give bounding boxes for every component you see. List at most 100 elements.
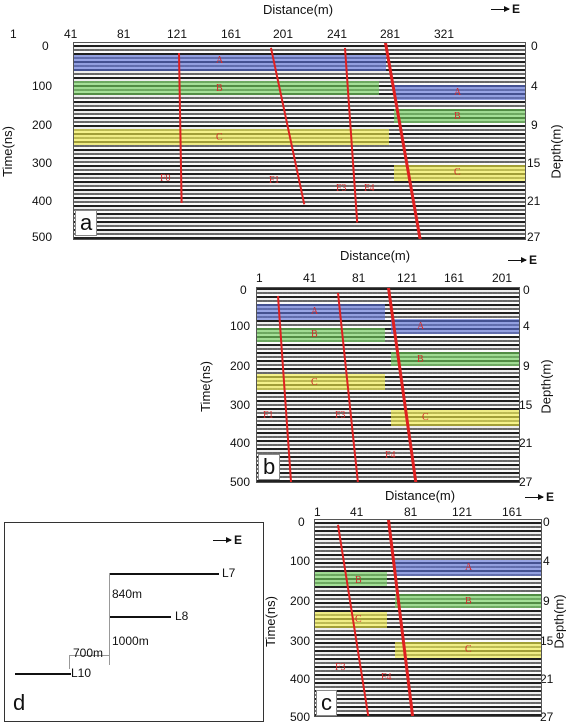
- spacing-label: 700m: [73, 646, 104, 660]
- panel-a-layer-label: B: [454, 111, 461, 122]
- panel-b-letter: b: [258, 454, 281, 481]
- panel-c-fault-label: F4: [381, 672, 392, 683]
- survey-line-label: L7: [222, 566, 236, 580]
- panel-a-layer-b-right: [394, 109, 525, 123]
- panel-a-layer-label: C: [216, 132, 223, 143]
- panel-a-layer-label: C: [454, 167, 461, 178]
- panel-b-fault-label: F4: [385, 450, 396, 461]
- panel-d-east-arrow: E: [213, 533, 242, 547]
- panel-c-layer-a-right: [395, 560, 541, 576]
- panel-c-xtick: 41: [350, 505, 364, 519]
- panel-c-layer-label: C: [355, 614, 362, 625]
- panel-a-xtick: 121: [167, 27, 188, 41]
- panel-a-xaxis-title: Distance(m): [263, 2, 334, 17]
- panel-a-depth-title: Depth(m): [548, 124, 564, 179]
- panel-a-depth-tick: 0: [531, 39, 538, 53]
- panel-c-depth-tick: 15: [540, 634, 554, 648]
- panel-a-east-arrow: E: [491, 2, 520, 16]
- panel-c-east-arrow: E: [525, 490, 554, 504]
- panel-a-time-tick: 0: [42, 39, 49, 53]
- panel-a-east-label: E: [512, 2, 521, 16]
- panel-b-layer-label: B: [417, 354, 424, 365]
- east-arrow-icon: [508, 257, 527, 264]
- panel-a-depth-tick: 4: [531, 79, 538, 93]
- panel-a-layer-c-right: [394, 165, 525, 181]
- panel-b-east-label: E: [529, 253, 538, 267]
- panel-c-layer-c-right: [395, 642, 541, 658]
- panel-b-fault-label: F1: [263, 410, 274, 421]
- survey-line-l8: [109, 616, 171, 618]
- panel-b-layer-label: A: [417, 321, 425, 332]
- panel-b-xtick: 81: [352, 271, 366, 285]
- panel-c-time-tick: 100: [290, 554, 311, 568]
- panel-d-letter: d: [9, 690, 30, 716]
- panel-b-layer-a-right: [391, 319, 519, 334]
- panel-a-fault-f4: [384, 43, 422, 239]
- panel-a-depth-tick: 27: [527, 230, 541, 244]
- panel-b-time-tick: 500: [230, 475, 251, 489]
- panel-c-layer-label: B: [465, 596, 472, 607]
- panel-b-xtick: 121: [397, 271, 418, 285]
- panel-a-time-tick: 100: [32, 79, 53, 93]
- panel-a-fault-label: F0: [160, 173, 171, 184]
- spacing-connector: [69, 655, 70, 669]
- panel-c-layer-label: A: [465, 562, 473, 573]
- panel-b-layer-b-left: [257, 328, 385, 342]
- panel-b-fault-label: F3: [335, 410, 346, 421]
- panel-b-layer-a-left: [257, 304, 385, 320]
- panel-c-depth-tick: 21: [540, 672, 554, 686]
- panel-b-time-tick: 400: [230, 436, 251, 450]
- panel-b-xaxis-title: Distance(m): [340, 248, 411, 263]
- panel-b-xtick: 201: [492, 271, 513, 285]
- panel-a-layer-label: B: [216, 83, 223, 94]
- panel-b-xtick: 161: [444, 271, 465, 285]
- panel-d-survey-map: E L7 L8 L10 840m 1000m 700m d: [4, 522, 264, 722]
- panel-c-layer-b-left: [315, 572, 387, 586]
- panel-b-layer-b-right: [391, 352, 519, 366]
- panel-a-layer-c-left: [74, 129, 389, 145]
- panel-a-time-tick: 200: [32, 118, 53, 132]
- panel-b-time-tick: 300: [230, 398, 251, 412]
- panel-c-time-title: Time(ns): [262, 596, 278, 647]
- panel-a-xtick: 321: [434, 27, 455, 41]
- panel-a-layer-label: A: [454, 87, 462, 98]
- spacing-label: 840m: [112, 587, 143, 601]
- panel-c-fault-f4: [387, 520, 415, 716]
- panel-c-depth-title: Depth(m): [551, 594, 567, 649]
- panel-a-xtick: 281: [380, 27, 401, 41]
- spacing-connector: [69, 655, 109, 656]
- panel-a-layer-label: A: [216, 55, 224, 66]
- panel-a-radargram: A B C A B C F0 F1 F3 F4: [73, 42, 526, 240]
- panel-a-xtick: 161: [221, 27, 242, 41]
- panel-b-depth-tick: 15: [519, 398, 533, 412]
- panel-c-fault-label: F3: [335, 662, 346, 673]
- survey-line-l10: [15, 673, 71, 675]
- panel-c-time-tick: 200: [290, 594, 311, 608]
- spacing-label: 1000m: [112, 634, 149, 648]
- panel-b-depth-title: Depth(m): [538, 359, 554, 414]
- panel-a-time-tick: 400: [32, 194, 53, 208]
- panel-a-depth-tick: 9: [531, 118, 538, 132]
- panel-b-layer-label: C: [422, 412, 429, 423]
- panel-a-xtick: 241: [327, 27, 348, 41]
- panel-b-depth-tick: 0: [523, 283, 530, 297]
- panel-c-time-tick: 500: [290, 710, 311, 724]
- panel-c-depth-tick: 9: [543, 594, 550, 608]
- panel-b-time-title: Time(ns): [197, 361, 213, 412]
- panel-c-time-tick: 300: [290, 634, 311, 648]
- panel-a-layer-a-right: [394, 85, 525, 100]
- panel-b-layer-c-left: [257, 374, 385, 390]
- panel-a-fault-label: F1: [269, 175, 280, 186]
- panel-c-xtick: 161: [502, 505, 523, 519]
- panel-c-layer-b-right: [395, 594, 541, 608]
- panel-b-depth-tick: 27: [519, 475, 533, 489]
- panel-c-depth-tick: 27: [540, 710, 554, 724]
- panel-a-xtick: 81: [117, 27, 131, 41]
- panel-c-xtick: 121: [452, 505, 473, 519]
- survey-line-label: L8: [175, 609, 189, 623]
- panel-a-fault-label: F4: [364, 183, 375, 194]
- panel-b-east-arrow: E: [508, 253, 537, 267]
- panel-b-xtick: 41: [303, 271, 317, 285]
- panel-b-time-tick: 200: [230, 359, 251, 373]
- panel-c-xtick: 81: [404, 505, 418, 519]
